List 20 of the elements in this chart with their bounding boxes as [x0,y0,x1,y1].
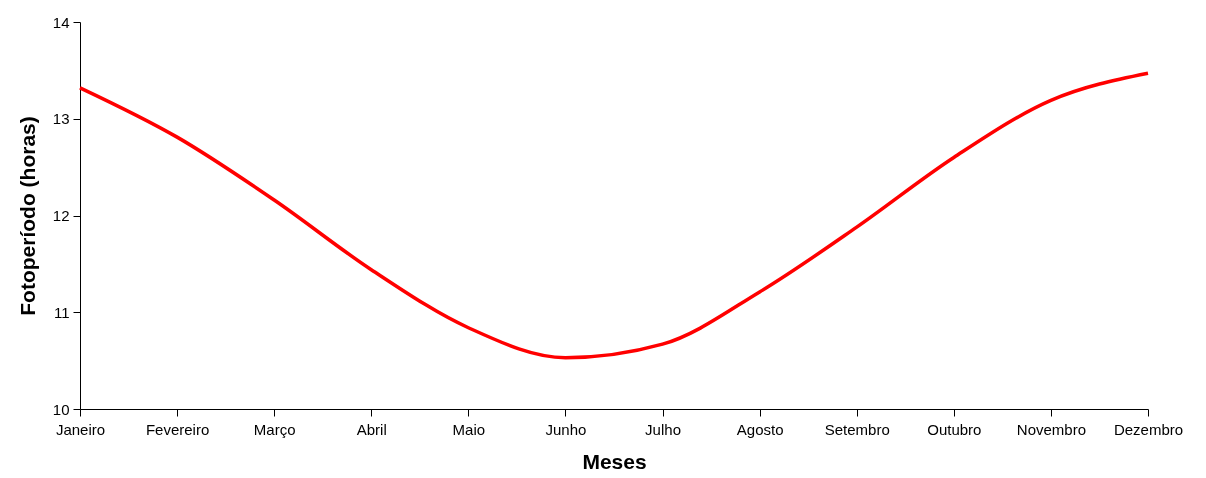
x-tick-label: Outubro [927,420,982,438]
x-tick-label: Junho [545,420,587,438]
x-axis-title: Meses [582,449,647,473]
x-tick-label: Fevereiro [145,420,210,438]
y-axis-title: Fotoperíodo (horas) [15,116,39,316]
line-series [78,71,1150,360]
y-tick-label: 13 [52,110,70,128]
x-tick-label: Abril [356,420,387,438]
x-tick-label: Agosto [736,420,784,438]
x-tick-label: Julho [645,420,681,438]
x-tick-label: Maio [452,420,486,438]
y-tick-label: 14 [52,13,70,31]
x-tick-label: Janeiro [55,420,106,438]
y-tick-label: 10 [52,400,70,418]
x-tick-label: Março [253,420,296,438]
y-tick-label: 11 [53,303,70,321]
x-tick-label: Dezembro [1113,420,1184,438]
x-tick-label: Setembro [824,420,890,438]
y-tick-label: 12 [52,207,70,224]
x-tick-label: Novembro [1016,420,1087,438]
